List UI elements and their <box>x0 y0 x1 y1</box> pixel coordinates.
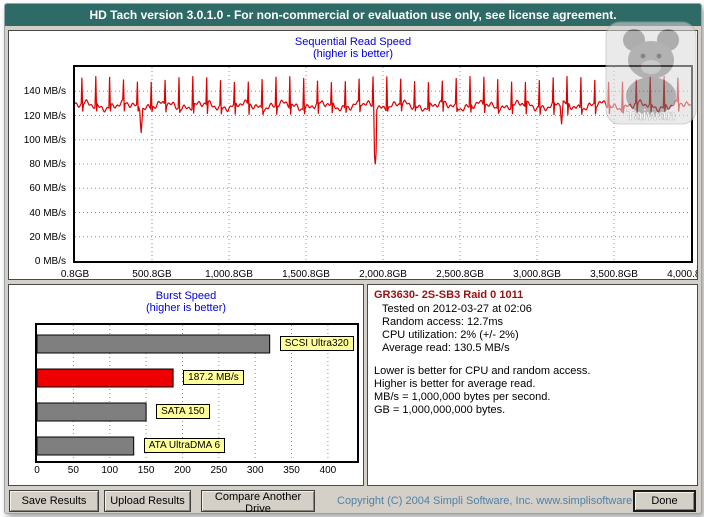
seq-chart-subtitle: (higher is better) <box>312 48 394 60</box>
burst-x-tick-label: 300 <box>246 465 264 476</box>
sequential-read-panel: Sequential Read Speed (higher is better)… <box>8 30 698 280</box>
burst-bar <box>36 402 147 422</box>
burst-plot-area <box>35 323 359 463</box>
note-line: MB/s = 1,000,000 bytes per second. <box>374 391 551 403</box>
burst-x-axis: 0 50 100 150 200 250 300 350 400 <box>34 465 359 479</box>
seq-x-tick-label: 3,500.8GB <box>590 269 638 280</box>
seq-y-axis: 140 MB/s 120 MB/s 100 MB/s 80 MB/s 60 MB/s 40… <box>9 65 69 267</box>
results-info-panel: GR3630- 2S-SB3 Raid 0 1011 Tested on 201… <box>367 284 698 486</box>
burst-x-tick-label: 50 <box>67 465 79 476</box>
burst-x-tick-label: 100 <box>101 465 119 476</box>
average-read-line: Average read: 130.5 MB/s <box>382 342 510 354</box>
note-line: Higher is better for average read. <box>374 378 536 390</box>
note-line: Lower is better for CPU and random acces… <box>374 365 591 377</box>
seq-gridlines <box>75 67 691 261</box>
burst-x-tick-label: 0 <box>34 465 40 476</box>
seq-chart-title: Sequential Read Speed <box>294 36 412 48</box>
seq-x-tick-label: 500.8GB <box>132 269 172 280</box>
title-bar[interactable]: HD Tach version 3.0.1.0 - For non-commer… <box>5 4 701 26</box>
burst-x-tick-label: 200 <box>174 465 191 476</box>
upload-results-button[interactable]: Upload Results <box>104 490 191 512</box>
window-title: HD Tach version 3.0.1.0 - For non-commer… <box>89 8 617 22</box>
seq-x-tick-label: 0.8GB <box>60 269 90 280</box>
copyright-text: Copyright (C) 2004 Simpli Software, Inc.… <box>337 495 657 507</box>
seq-y-tick-label: 0 MB/s <box>34 256 66 267</box>
drive-name: GR3630- 2S-SB3 Raid 0 1011 <box>374 289 524 301</box>
seq-x-tick-label: 1,000.8GB <box>205 269 253 280</box>
done-button[interactable]: Done <box>633 490 696 512</box>
burst-bar-value-label: SCSI Ultra320 <box>279 336 354 351</box>
seq-y-tick-label: 120 MB/s <box>23 110 66 122</box>
seq-x-tick-label: 1,500.8GB <box>282 269 330 280</box>
burst-x-tick-label: 400 <box>319 465 337 476</box>
seq-x-tick-label: 2,500.8GB <box>436 269 484 280</box>
burst-x-tick-label: 350 <box>283 465 300 476</box>
seq-chart-svg <box>74 67 692 261</box>
note-line: GB = 1,000,000,000 bytes. <box>374 404 506 416</box>
seq-x-tick-label: 4,000.8GB <box>667 269 697 280</box>
seq-y-tick-label: 140 MB/s <box>23 86 66 98</box>
burst-bar <box>36 368 174 388</box>
seq-y-tick-label: 100 MB/s <box>23 134 66 146</box>
hd-tach-window: HD Tach version 3.0.1.0 - For non-commer… <box>4 3 702 514</box>
burst-bar-value-label: 187.2 MB/s <box>183 370 244 385</box>
burst-bar <box>36 334 271 354</box>
random-access-line: Random access: 12.7ms <box>382 316 504 328</box>
burst-x-tick-label: 250 <box>210 465 228 476</box>
seq-x-tick-label: 3,000.8GB <box>513 269 561 280</box>
seq-y-tick-label: 80 MB/s <box>29 159 66 170</box>
seq-y-tick-label: 60 MB/s <box>29 183 66 195</box>
burst-x-tick-label: 150 <box>137 465 155 476</box>
seq-plot-area <box>73 65 693 263</box>
burst-chart-subtitle: (higher is better) <box>145 302 227 314</box>
sequential-read-line <box>74 76 692 165</box>
test-date-line: Tested on 2012-03-27 at 02:06 <box>382 303 532 315</box>
legend-notes: Lower is better for CPU and random acces… <box>374 365 590 417</box>
test-details: Tested on 2012-03-27 at 02:06 Random acc… <box>382 303 532 355</box>
seq-y-tick-label: 20 MB/s <box>29 231 66 243</box>
save-results-button[interactable]: Save Results <box>9 490 99 512</box>
compare-another-drive-button[interactable]: Compare Another Drive <box>201 490 315 513</box>
cpu-utilization-line: CPU utilization: 2% (+/- 2%) <box>382 329 519 341</box>
seq-x-tick-label: 2,000.8GB <box>359 269 407 280</box>
seq-y-tick-label: 40 MB/s <box>29 207 66 219</box>
burst-bar-value-label: SATA 150 <box>156 404 210 419</box>
burst-speed-panel: Burst Speed (higher is better) 0 50 100 150… <box>8 284 364 486</box>
burst-bar <box>36 436 135 456</box>
seq-x-axis: 0.8GB 500.8GB 1,000.8GB 1,500.8GB 2,000.8GB 2… <box>61 269 697 280</box>
burst-chart-title: Burst Speed <box>155 290 217 302</box>
burst-gridlines <box>72 325 329 461</box>
burst-chart-svg <box>36 325 329 461</box>
burst-bar-value-label: ATA UltraDMA 6 <box>143 438 226 453</box>
